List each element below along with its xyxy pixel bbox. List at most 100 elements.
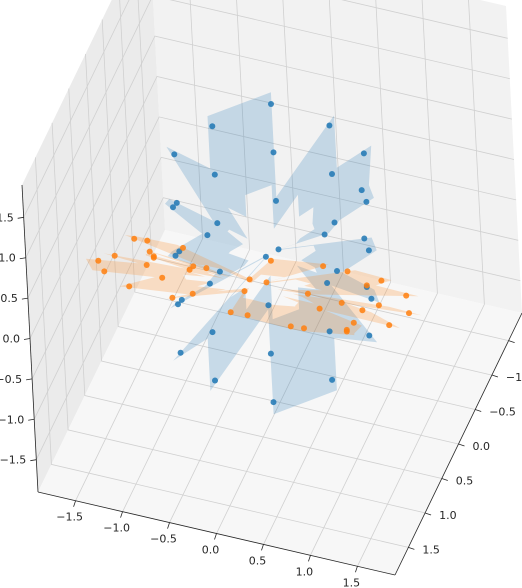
x-tick-mark xyxy=(355,566,358,573)
x-tick-mark xyxy=(308,555,311,562)
z-tick-label: 0.5 xyxy=(0,292,18,305)
series-0-point xyxy=(321,231,328,238)
z-gridline xyxy=(33,156,519,420)
series-0-point xyxy=(170,204,176,211)
series-0-point xyxy=(265,302,272,309)
series-1-point xyxy=(301,325,307,332)
series-0-point xyxy=(368,295,375,302)
series-0-point xyxy=(204,232,211,239)
y-tick-label: 1.5 xyxy=(422,543,440,556)
z-tick-label: 0.0 xyxy=(3,333,21,346)
y-tick-label: 1.0 xyxy=(439,509,457,522)
series-1-point xyxy=(316,305,323,312)
y-tick-mark xyxy=(491,374,499,378)
z-tick-mark xyxy=(23,338,31,340)
y-tick-mark xyxy=(424,512,432,516)
series-0-point xyxy=(324,280,331,286)
series-0-point xyxy=(214,220,221,227)
x-gridline xyxy=(169,0,297,523)
series-1-point xyxy=(180,244,186,251)
x-tick-mark xyxy=(73,500,76,507)
z-tick-mark xyxy=(30,459,37,462)
series-0-point xyxy=(212,377,218,384)
series-0-point xyxy=(365,247,372,254)
series-0-point xyxy=(262,253,269,260)
series-0-point xyxy=(329,376,336,383)
series-0-point xyxy=(275,246,282,253)
y-gridline xyxy=(35,157,409,548)
series-0-point xyxy=(216,268,223,275)
series-1-point xyxy=(320,263,327,270)
series-0-point xyxy=(329,171,335,177)
series-0-point xyxy=(361,235,368,242)
series-0-point xyxy=(366,332,373,339)
axis-panes xyxy=(22,0,522,575)
series-1-point xyxy=(263,279,270,286)
x-tick-label: 1.5 xyxy=(343,576,361,588)
series-0-point xyxy=(206,280,213,287)
y-tick-label: −1.0 xyxy=(506,371,522,384)
series-1-point xyxy=(403,292,410,299)
series-0-point xyxy=(209,329,216,336)
series-0-point xyxy=(270,149,277,156)
series-0-point xyxy=(326,122,333,129)
z-tick-label: 1.5 xyxy=(0,211,14,224)
series-1-point xyxy=(246,276,253,283)
series-0-point xyxy=(326,328,333,335)
y-tick-mark xyxy=(475,409,482,412)
series-0-point xyxy=(360,150,367,157)
series-1-point xyxy=(101,268,108,275)
series-1-point xyxy=(146,248,153,255)
series-1-point xyxy=(343,326,350,333)
x-gridline xyxy=(122,0,251,512)
series-1-point xyxy=(150,254,157,261)
series-1-point xyxy=(159,274,166,281)
z-tick-label: 1.0 xyxy=(0,252,16,265)
x-tick-mark xyxy=(261,544,264,551)
x-tick-label: 1.0 xyxy=(296,565,314,578)
left-pane xyxy=(22,0,165,492)
series-0-point xyxy=(358,187,365,194)
surface-band-0 xyxy=(165,92,380,415)
series-1-point xyxy=(350,319,357,326)
series-1-point xyxy=(378,277,385,284)
series-0-point xyxy=(267,350,274,357)
x-tick-mark xyxy=(120,511,123,518)
series-1-point xyxy=(95,257,102,264)
z-gridline xyxy=(31,116,517,380)
x-tick-label: −1.5 xyxy=(56,511,83,524)
y-tick-mark xyxy=(408,547,415,550)
surface-band-1 xyxy=(85,235,422,336)
series-1-point xyxy=(111,252,118,259)
series-0-point xyxy=(173,199,180,206)
series-0-point xyxy=(268,101,274,107)
x-tick-label: −1.0 xyxy=(103,522,130,535)
series-0-point xyxy=(273,197,279,204)
series-0-point xyxy=(270,399,277,406)
series-1-point xyxy=(344,268,351,275)
surfaces xyxy=(85,92,422,415)
z-tick-mark xyxy=(17,216,24,219)
x-tick-mark xyxy=(167,522,170,529)
y-gridline xyxy=(51,122,426,514)
series-1-point xyxy=(406,310,412,317)
z-tick-label: −1.5 xyxy=(0,454,26,467)
series-1-point xyxy=(287,323,294,330)
x-tick-label: −0.5 xyxy=(150,533,177,546)
series-1-point xyxy=(359,307,366,314)
series-1-point xyxy=(203,265,210,272)
series-1-point xyxy=(144,237,151,244)
x-tick-label: 0.0 xyxy=(202,544,220,557)
series-1-point xyxy=(189,290,196,297)
series-1-point xyxy=(304,290,311,297)
z-tick-mark xyxy=(26,378,33,381)
x-tick-mark xyxy=(214,533,217,540)
z-gridline xyxy=(25,0,510,258)
series-0-point xyxy=(177,349,184,356)
series-1-point xyxy=(131,235,138,242)
series-0-point xyxy=(171,151,178,158)
y-gridline xyxy=(119,0,492,376)
y-gridline xyxy=(101,19,476,410)
